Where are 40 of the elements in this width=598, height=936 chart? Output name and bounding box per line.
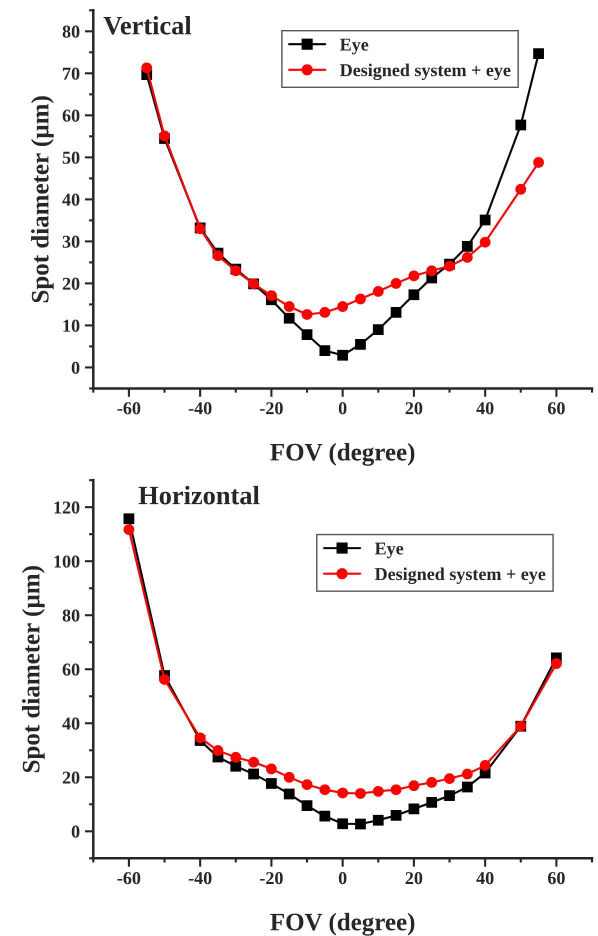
legend-label: Eye <box>374 542 404 558</box>
y-tick-label: 0 <box>72 826 80 838</box>
x-tick-label: -40 <box>188 402 212 414</box>
y-tick-label: 10 <box>63 320 80 332</box>
x-axis-title: FOV (degree) <box>270 443 414 466</box>
legend-label: Designed system + eye <box>374 567 546 584</box>
y-tick-label: 20 <box>62 772 80 784</box>
x-tick-label: 0 <box>338 402 346 414</box>
x-tick-label: 60 <box>548 872 565 884</box>
y-tick-label: 60 <box>62 110 80 122</box>
y-tick-label: 80 <box>62 26 80 38</box>
legend-label: Designed system + eye <box>340 64 510 80</box>
y-tick-label: 20 <box>62 278 80 290</box>
x-tick-label: -60 <box>118 402 140 414</box>
x-axis-title: FOV (degree) <box>270 912 414 936</box>
x-tick-label: -20 <box>260 402 283 414</box>
y-tick-label: 70 <box>63 68 80 80</box>
chart-title: Vertical <box>104 16 192 35</box>
x-tick-label: 40 <box>476 402 494 414</box>
x-tick-label: -20 <box>260 872 283 884</box>
y-tick-label: 40 <box>62 718 80 730</box>
y-axis-title: Spot diameter (µm) <box>31 96 54 302</box>
x-tick-label: 60 <box>548 402 565 414</box>
x-tick-label: 20 <box>406 402 422 414</box>
y-tick-label: 120 <box>54 501 80 514</box>
x-tick-label: 40 <box>476 872 494 884</box>
y-tick-label: 0 <box>72 362 80 374</box>
x-tick-label: 0 <box>338 872 346 884</box>
chart-title: Horizontal <box>138 486 260 504</box>
y-tick-label: 100 <box>54 555 80 568</box>
legend-label: Eye <box>340 38 368 54</box>
y-tick-label: 60 <box>62 663 80 676</box>
y-tick-label: 50 <box>62 152 80 164</box>
y-tick-label: 40 <box>62 194 80 206</box>
x-tick-label: -60 <box>118 872 140 884</box>
x-tick-label: -40 <box>188 872 212 884</box>
y-tick-label: 80 <box>62 609 80 622</box>
y-tick-label: 30 <box>62 236 80 248</box>
x-tick-label: 20 <box>406 872 422 884</box>
y-axis-title: Spot diameter (µm) <box>22 566 45 772</box>
